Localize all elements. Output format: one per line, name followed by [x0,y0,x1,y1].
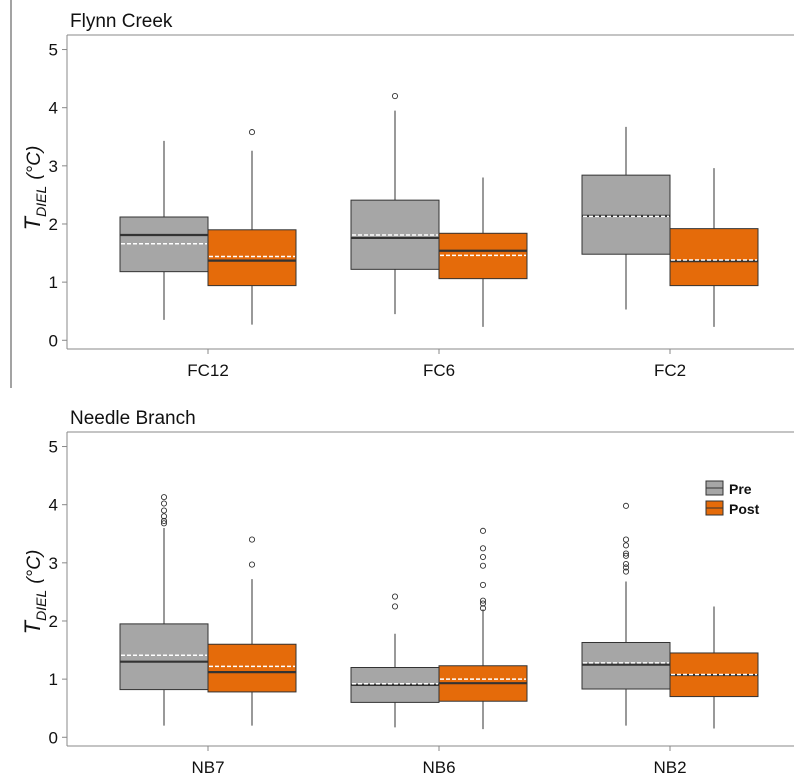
outlier-point [160,494,168,501]
outlier-point [622,536,630,543]
panel-flynn-creek: 0 1 2 3 4 5 FC12 FC6 FC2 [49,34,794,380]
y-label-sub-top: DIEL [33,186,49,217]
y-tick-label: 0 [49,728,58,747]
svg-text:TDIEL (°C): TDIEL (°C) [20,146,49,231]
y-tick-label: 5 [49,438,58,457]
outlier-point [479,600,487,607]
outlier-point [160,507,168,514]
y-tick-label: 2 [49,215,58,234]
outlier-point [622,568,630,575]
outlier-point [479,605,487,612]
y-tick-label: 4 [49,99,58,118]
outlier-point [160,517,168,525]
outlier-point [479,527,487,534]
y-label-main-top: T [20,215,45,230]
legend: Pre Post [705,480,760,517]
outlier-point [479,597,487,604]
y-axis-label-bottom: TDIEL (°C) [20,550,49,635]
panel-title-needle-branch: Needle Branch [70,408,196,429]
y-tick-label: 3 [49,554,58,573]
x-tick-label: FC12 [187,361,229,380]
outlier-point [622,502,630,509]
box-pre [119,623,209,691]
outlier-point [248,561,256,568]
legend-label-post: Post [729,501,760,517]
y-axis-label-top: TDIEL (°C) [20,146,49,231]
outlier-point [622,560,630,568]
x-tick-label: NB7 [191,758,224,777]
outlier-point [248,129,256,136]
legend-label-pre: Pre [729,481,752,497]
outlier-point [391,593,399,600]
y-label-main-bottom: T [20,619,45,634]
y-tick-label: 2 [49,612,58,631]
box-pre [581,641,671,690]
outlier-point [479,562,487,569]
y-tick-label: 1 [49,273,58,292]
outlier-point [622,542,630,549]
panel-needle-branch: 0 1 2 3 4 5 NB7 NB6 NB2 [49,431,794,777]
outlier-point [248,536,256,543]
outlier-point [479,581,487,588]
outlier-point [622,552,630,559]
panel-title-flynn-creek: Flynn Creek [70,11,173,32]
y-tick-label: 5 [49,41,58,60]
y-label-sub-bottom: DIEL [33,590,49,621]
outlier-point [391,93,399,100]
x-tick-label: NB6 [422,758,455,777]
outlier-point [391,603,399,610]
box-post [669,228,759,287]
svg-text:TDIEL (°C): TDIEL (°C) [20,550,49,635]
x-tick-label: NB2 [653,758,686,777]
y-tick-label: 3 [49,157,58,176]
x-tick-label: FC2 [654,361,686,380]
y-label-units-bottom: (°C) [24,550,45,584]
y-tick-label: 4 [49,496,58,515]
outlier-point [160,520,168,527]
y-label-units-top: (°C) [24,146,45,180]
box-pre [581,174,671,255]
outlier-point [479,553,487,561]
outlier-point [160,513,168,520]
outlier-point [160,500,168,507]
box-post [207,643,297,693]
x-tick-label: FC6 [423,361,455,380]
box-post [207,229,297,287]
y-tick-label: 0 [49,331,58,350]
outlier-point [622,564,630,571]
y-tick-label: 1 [49,670,58,689]
outlier-point [622,550,630,557]
outlier-point [479,545,487,552]
